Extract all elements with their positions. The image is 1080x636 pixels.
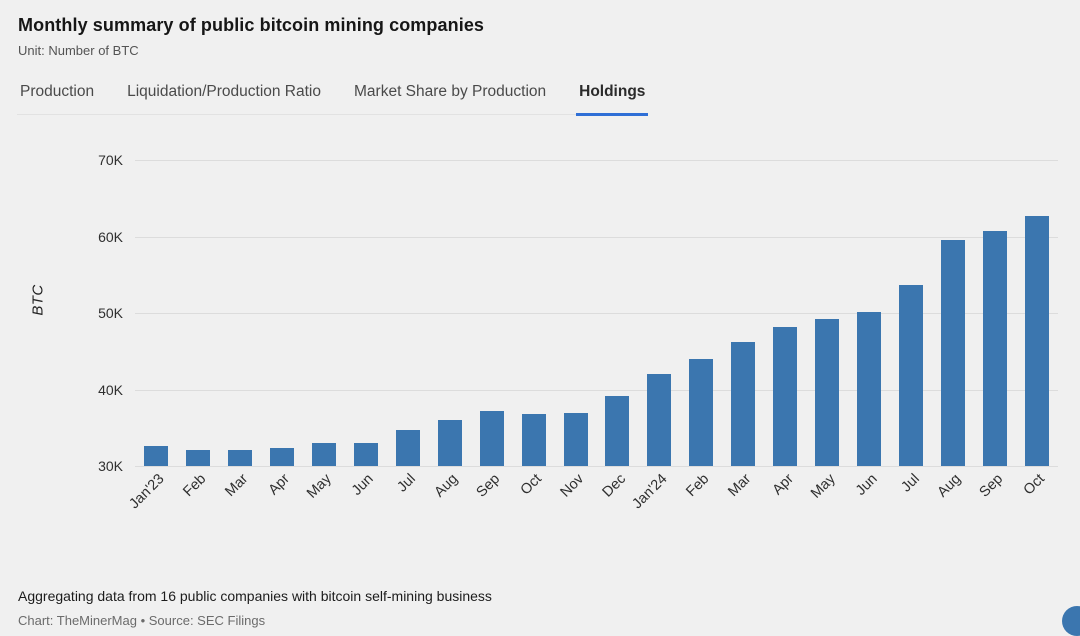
x-tick-label: Jul <box>898 471 923 496</box>
tab-liquidation-production-ratio[interactable]: Liquidation/Production Ratio <box>124 81 324 114</box>
bar-jan24[interactable] <box>647 374 672 466</box>
gridline <box>135 236 1058 238</box>
bar-slot: Jul <box>387 160 429 495</box>
bar-slot: Mar <box>219 160 261 500</box>
bar-slot: Jan'24 <box>630 160 680 512</box>
x-tick-label: Jan'23 <box>126 471 168 513</box>
bar-dec[interactable] <box>605 395 630 466</box>
bar-apr[interactable] <box>773 326 798 466</box>
bar-slot: Apr <box>261 160 303 498</box>
bar-slot: Feb <box>177 160 219 500</box>
bar-jun[interactable] <box>353 443 378 466</box>
bar-slot: Aug <box>429 160 471 501</box>
y-axis-title: BTC <box>29 284 47 316</box>
header: Monthly summary of public bitcoin mining… <box>0 0 1080 58</box>
bar-slot: Nov <box>555 160 597 501</box>
x-tick-label: Nov <box>557 471 587 501</box>
bar-slot: Aug <box>932 160 974 501</box>
x-tick-label: May <box>304 471 336 502</box>
holdings-bar-chart: Jan'23 Feb Mar Apr May Jun Jul Aug Sep Oct Nov Dec J… <box>126 160 1058 512</box>
x-tick-label: Jul <box>394 471 420 496</box>
x-tick-label: Feb <box>180 471 210 500</box>
gridline <box>135 313 1058 314</box>
tab-holdings[interactable]: Holdings <box>576 81 649 116</box>
y-tick-label: 40K <box>98 381 123 398</box>
y-axis-ticks: 70K 60K 50K 40K 30K <box>78 152 123 474</box>
bar-aug[interactable] <box>437 420 462 466</box>
chart-credit: Chart: TheMinerMag • Source: SEC Filings <box>18 613 266 628</box>
bar-slot: Jul <box>890 160 932 495</box>
bar-slot: Oct <box>513 160 555 498</box>
bar-slot: Feb <box>680 160 722 500</box>
x-tick-label: May <box>807 471 839 502</box>
bar-jul[interactable] <box>395 430 420 466</box>
bar-slot: Sep <box>471 160 513 501</box>
bar-oct[interactable] <box>521 414 546 466</box>
bar-apr[interactable] <box>269 447 294 466</box>
y-tick-label: 30K <box>98 458 123 474</box>
x-tick-label: Mar <box>222 471 252 500</box>
chart-note: Aggregating data from 16 public companie… <box>18 588 492 604</box>
x-tick-label: Jun <box>852 471 881 499</box>
x-tick-label: Sep <box>976 471 1007 501</box>
brand-logo-icon[interactable] <box>1062 606 1080 636</box>
x-tick-label: Apr <box>769 471 797 499</box>
bar-slot: Apr <box>764 160 806 498</box>
x-tick-label: Apr <box>265 471 294 499</box>
bar-slot: Jun <box>345 160 387 499</box>
bar-jun[interactable] <box>857 311 882 466</box>
y-tick-label: 60K <box>98 228 123 245</box>
gridline <box>135 389 1058 391</box>
bar-series: Jan'23 Feb Mar Apr May Jun Jul Aug Sep Oct Nov Dec J… <box>126 160 1058 512</box>
x-tick-label: Jan'24 <box>629 471 671 513</box>
bar-slot: Oct <box>1016 160 1058 498</box>
bar-jan23[interactable] <box>143 446 168 466</box>
bar-feb[interactable] <box>689 358 714 466</box>
bar-slot: Jan'23 <box>126 160 177 512</box>
bar-aug[interactable] <box>941 240 966 466</box>
tab-market-share-by-production[interactable]: Market Share by Production <box>351 81 549 114</box>
bar-may[interactable] <box>311 443 336 466</box>
bar-nov[interactable] <box>563 412 588 466</box>
bar-slot: Jun <box>848 160 890 499</box>
unit-subtitle: Unit: Number of BTC <box>18 43 139 58</box>
bar-slot: May <box>806 160 848 502</box>
bar-may[interactable] <box>815 319 840 466</box>
bar-slot: Sep <box>974 160 1016 501</box>
x-tick-label: Oct <box>517 471 545 499</box>
page-title: Monthly summary of public bitcoin mining… <box>18 15 485 35</box>
bar-sep[interactable] <box>479 410 504 466</box>
bar-mar[interactable] <box>731 342 756 466</box>
bar-feb[interactable] <box>185 449 210 466</box>
x-tick-label: Mar <box>725 471 755 500</box>
bar-mar[interactable] <box>227 449 252 466</box>
x-tick-label: Aug <box>934 471 965 501</box>
bar-jul[interactable] <box>899 284 924 466</box>
y-tick-label: 70K <box>98 152 123 168</box>
x-tick-label: Feb <box>683 471 713 500</box>
bar-sep[interactable] <box>983 231 1008 466</box>
bar-oct[interactable] <box>1024 215 1049 466</box>
tab-production[interactable]: Production <box>17 81 97 114</box>
y-tick-label: 50K <box>98 305 123 321</box>
bar-slot: May <box>303 160 345 502</box>
bar-slot: Dec <box>596 160 638 501</box>
x-tick-label: Oct <box>1021 471 1049 499</box>
x-tick-label: Jun <box>349 471 378 499</box>
x-tick-label: Dec <box>599 471 629 501</box>
x-tick-label: Aug <box>431 471 461 501</box>
x-tick-label: Sep <box>473 471 503 501</box>
gridline <box>135 466 1058 467</box>
bar-slot: Mar <box>722 160 764 500</box>
tab-bar: Production Liquidation/Production Ratio Ma… <box>17 81 649 116</box>
footer: Aggregating data from 16 public companie… <box>18 588 492 628</box>
gridline <box>135 160 1058 161</box>
